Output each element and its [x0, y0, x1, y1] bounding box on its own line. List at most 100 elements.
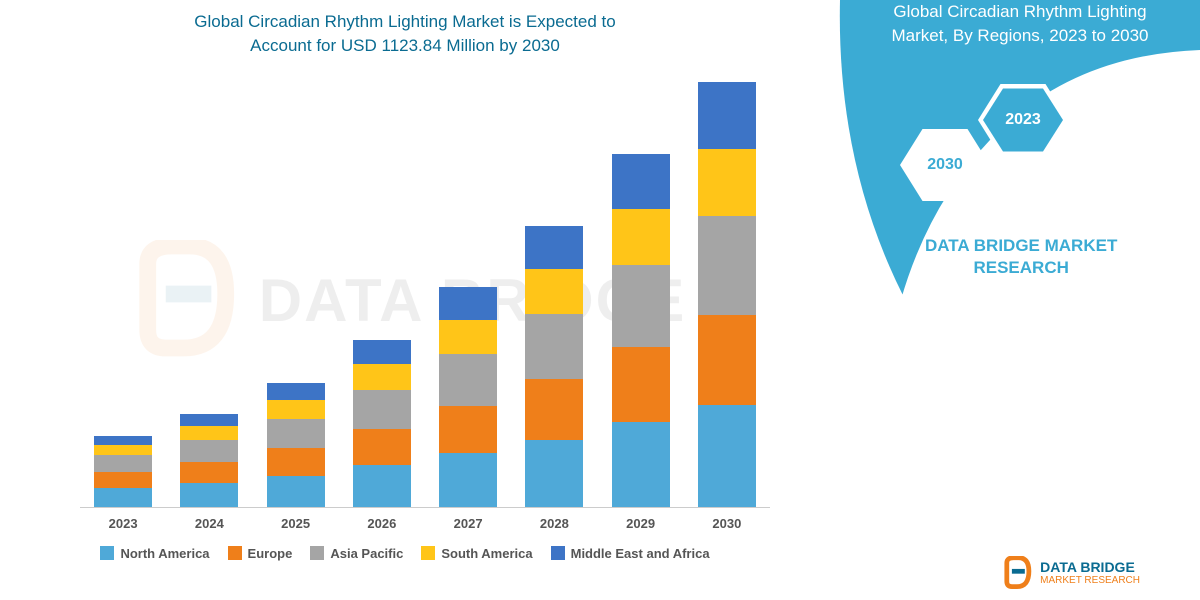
x-axis-label: 2029 [626, 516, 655, 531]
legend-item: Asia Pacific [310, 546, 403, 561]
chart-plot-area [20, 78, 790, 508]
x-axis-label: 2026 [367, 516, 396, 531]
right-info-panel: Global Circadian Rhythm Lighting Market,… [810, 0, 1200, 600]
bar-segment [94, 472, 152, 487]
bar-stack [180, 414, 238, 507]
chart-title: Global Circadian Rhythm Lighting Market … [20, 10, 790, 58]
bar-stack [439, 287, 497, 506]
bar-segment [353, 429, 411, 465]
bar-group [180, 78, 238, 507]
bar-segment [439, 320, 497, 354]
bar-segment [180, 440, 238, 462]
bar-segment [439, 354, 497, 406]
hexagon-2023-label: 2023 [1005, 111, 1041, 129]
bar-segment [267, 448, 325, 476]
bar-segment [439, 406, 497, 453]
legend-swatch [551, 546, 565, 560]
legend-label: North America [120, 546, 209, 561]
legend-swatch [421, 546, 435, 560]
bar-group [267, 78, 325, 507]
left-chart-panel: DATA BRIDGE Global Circadian Rhythm Ligh… [0, 0, 810, 600]
legend-swatch [310, 546, 324, 560]
bar-segment [267, 383, 325, 400]
footer-text-top: DATA BRIDGE [1040, 560, 1140, 575]
bar-segment [267, 400, 325, 419]
bar-stack [353, 340, 411, 507]
bar-stack [612, 154, 670, 507]
bar-segment [612, 422, 670, 506]
x-axis-label: 2028 [540, 516, 569, 531]
bar-segment [698, 82, 756, 149]
bar-segment [612, 265, 670, 347]
bar-segment [267, 419, 325, 448]
bar-segment [698, 216, 756, 315]
bar-segment [698, 405, 756, 506]
brand-label: DATA BRIDGE MARKET RESEARCH [925, 235, 1117, 279]
bar-segment [180, 462, 238, 483]
bar-stack [267, 383, 325, 507]
bar-segment [353, 340, 411, 364]
legend-label: Middle East and Africa [571, 546, 710, 561]
bar-segment [698, 315, 756, 405]
legend-item: Middle East and Africa [551, 546, 710, 561]
x-axis-label: 2027 [454, 516, 483, 531]
bar-segment [439, 453, 497, 506]
bar-segment [180, 483, 238, 507]
x-axis-labels: 2023 2024 2025 2026 2027 2028 2029 2030 [20, 516, 790, 531]
chart-title-line2: Account for USD 1123.84 Million by 2030 [20, 34, 790, 58]
hexagon-2030-inner: 2030 [905, 130, 985, 200]
bar-segment [180, 426, 238, 440]
legend-label: South America [441, 546, 532, 561]
legend-item: South America [421, 546, 532, 561]
x-axis-label: 2023 [109, 516, 138, 531]
x-axis-label: 2030 [712, 516, 741, 531]
bars-container [80, 78, 770, 508]
bar-segment [353, 465, 411, 506]
bar-segment [94, 436, 152, 445]
footer-text-bottom: MARKET RESEARCH [1040, 575, 1140, 586]
chart-title-line1: Global Circadian Rhythm Lighting Market … [20, 10, 790, 34]
bar-segment [353, 390, 411, 430]
right-title-line1: Global Circadian Rhythm Lighting [860, 0, 1180, 24]
bar-segment [612, 154, 670, 209]
brand-line2: RESEARCH [925, 257, 1117, 279]
bar-group [94, 78, 152, 507]
bar-segment [94, 455, 152, 472]
hexagon-2030-label: 2030 [927, 156, 963, 174]
bar-segment [353, 364, 411, 390]
bar-segment [612, 209, 670, 265]
bar-segment [267, 476, 325, 507]
bar-segment [94, 488, 152, 507]
hexagon-2023-inner: 2023 [983, 85, 1063, 155]
legend-label: Asia Pacific [330, 546, 403, 561]
x-axis-label: 2025 [281, 516, 310, 531]
bar-stack [94, 436, 152, 506]
bar-stack [525, 226, 583, 506]
bar-group [525, 78, 583, 507]
bar-group [439, 78, 497, 507]
bar-segment [612, 347, 670, 423]
legend-swatch [100, 546, 114, 560]
bar-segment [94, 445, 152, 455]
footer-logo-icon [1000, 556, 1034, 590]
bar-stack [698, 82, 756, 507]
legend-label: Europe [248, 546, 293, 561]
chart-legend: North America Europe Asia Pacific South Ame… [20, 546, 790, 561]
bar-group [353, 78, 411, 507]
bar-segment [439, 287, 497, 320]
legend-item: North America [100, 546, 209, 561]
bar-segment [180, 414, 238, 426]
footer-logo: DATA BRIDGE MARKET RESEARCH [1000, 556, 1140, 590]
brand-line1: DATA BRIDGE MARKET [925, 235, 1117, 257]
footer-logo-text: DATA BRIDGE MARKET RESEARCH [1040, 560, 1140, 586]
bar-group [698, 78, 756, 507]
right-title-line2: Market, By Regions, 2023 to 2030 [860, 24, 1180, 48]
bar-segment [525, 269, 583, 314]
bar-segment [525, 440, 583, 507]
bar-group [612, 78, 670, 507]
bar-segment [525, 314, 583, 379]
bar-segment [525, 226, 583, 269]
bar-segment [525, 379, 583, 439]
x-axis-label: 2024 [195, 516, 224, 531]
bar-segment [698, 149, 756, 216]
